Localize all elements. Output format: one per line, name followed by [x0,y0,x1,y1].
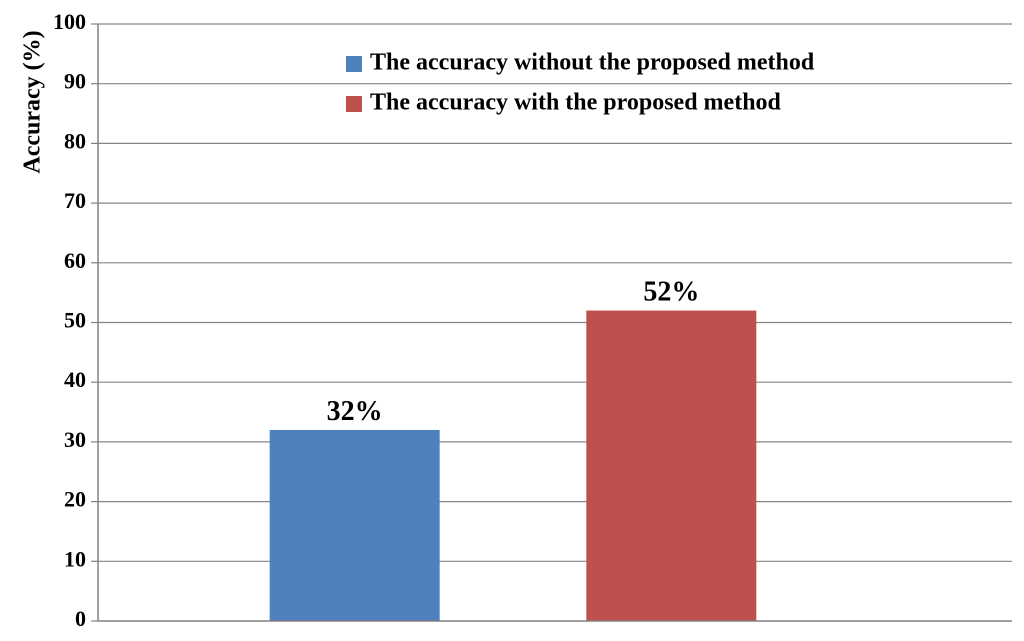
y-tick-label: 40 [64,367,86,392]
y-tick-label: 30 [64,427,86,452]
y-tick-label: 50 [64,308,86,333]
gridlines [91,23,1012,622]
legend-swatch-1 [346,56,362,72]
y-tick-label: 80 [64,128,86,153]
y-tick-label: 70 [64,188,86,213]
y-tick-label: 60 [64,248,86,273]
y-axis-label: Accuracy (%) [20,30,46,173]
data-label-2: 52% [643,277,699,308]
data-label-1: 32% [327,396,383,427]
y-tick-label: 20 [64,487,86,512]
legend-label-2: The accuracy with the proposed method [370,90,782,116]
data-labels: 32% 52% [327,277,700,427]
y-tick-label: 90 [64,69,86,94]
legend-label-1: The accuracy without the proposed method [370,50,815,76]
y-tick-label: 0 [75,606,86,631]
bars [269,310,757,621]
y-tick-label: 10 [64,546,86,571]
legend: The accuracy without the proposed method… [346,50,815,116]
legend-swatch-2 [346,96,362,112]
axes [97,24,1012,622]
bar-2 [586,310,757,621]
y-tick-label: 100 [53,9,86,34]
y-tick-labels: 0 10 20 30 40 50 60 70 80 90 100 [53,9,86,631]
bar-1 [269,429,440,621]
